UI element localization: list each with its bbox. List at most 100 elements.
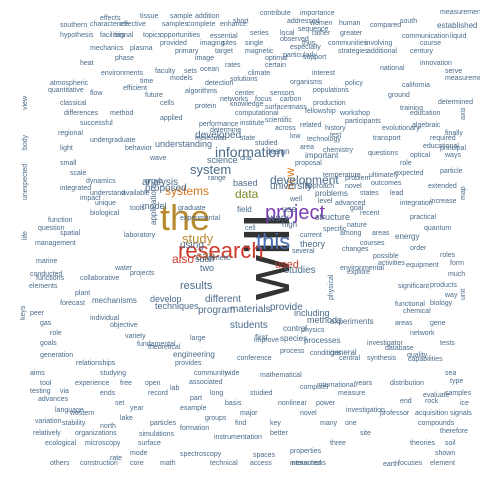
word-others: others (50, 460, 70, 467)
word-sample: sample (170, 13, 193, 20)
word-university: university (270, 181, 313, 192)
word-spectroscopy: spectroscopy (180, 451, 222, 458)
word-problems: problems (315, 189, 348, 198)
word-question: question (38, 225, 65, 232)
word-investigation: investigation (346, 407, 385, 414)
word-understanding: understanding (155, 139, 213, 149)
word-ground: ground (388, 92, 410, 99)
word-goal: goal (350, 205, 364, 212)
word-spatial: spatial (60, 230, 81, 237)
word-laboratory: laboratory (124, 232, 156, 239)
word-construction: construction (80, 460, 118, 467)
word-example: example (180, 405, 207, 412)
word-techniques: techniques (155, 301, 199, 311)
word-develop: develop (150, 294, 182, 304)
word-two: two (200, 263, 215, 273)
word-including: including (294, 308, 330, 318)
word-find: find (235, 420, 247, 427)
word-investigator: investigator (367, 340, 403, 347)
word-open: open (145, 380, 161, 387)
word-fellowship: fellowship (305, 108, 336, 115)
word-problem: problem (345, 175, 371, 182)
word-unexpected: unexpected (22, 163, 29, 200)
word-women: women (310, 20, 333, 27)
word-core: core (130, 460, 144, 467)
word-evolutionary: evolutionary (382, 125, 420, 132)
word-years2: year (130, 405, 144, 412)
word-test: test (330, 132, 342, 139)
word-end: end (400, 398, 412, 405)
word-atmospheric: atmospheric (50, 80, 89, 87)
word-advances: advances (38, 396, 68, 403)
word-understand: understand (90, 190, 126, 197)
word-advanced: advanced (335, 200, 366, 207)
word-system: system (190, 162, 232, 177)
word-management: management (35, 240, 76, 247)
word-explore: explore (347, 269, 370, 276)
word-surface: surface (138, 440, 161, 447)
word-mechanics: mechanics (90, 45, 124, 52)
word-unique: unique (95, 200, 117, 207)
word-populations: populations (313, 87, 349, 94)
word-networks: networks (220, 96, 249, 103)
word-nature: nature (347, 222, 367, 229)
word-species: species (280, 334, 308, 343)
word-single: single (245, 40, 264, 47)
word-ultimately: ultimately (369, 172, 399, 179)
word-optical: optical (410, 152, 431, 159)
word-students: students (230, 320, 268, 331)
word-central: central (339, 355, 361, 362)
word-scale: scale (70, 170, 87, 177)
word-molecular: molecular (195, 135, 226, 142)
word-site: site (360, 430, 371, 437)
word-serve: serve (445, 68, 463, 75)
word-plant: plant (75, 290, 91, 297)
word-state: state (240, 135, 256, 142)
word-quantitative: quantitative (48, 87, 84, 94)
word-instrumentation: instrumentation (214, 434, 262, 441)
word-expected: expected (395, 170, 424, 177)
word-particles: particles (150, 420, 177, 427)
word-national: national (380, 65, 405, 72)
word-well: well (290, 196, 303, 203)
word-novel: novel (345, 183, 362, 190)
word-also: also (172, 252, 195, 266)
word-efficient: efficient (123, 85, 147, 92)
word-engineering: engineering (173, 350, 215, 359)
word-tool: tool (40, 380, 52, 387)
word-based: based (233, 178, 258, 188)
word-tissue: tissue (140, 13, 159, 20)
word-body: body (22, 134, 29, 150)
word-chemistry: chemistry (323, 147, 353, 154)
word-lab: lab (170, 385, 180, 392)
word-lead: lead (390, 190, 404, 197)
word-measurements: measurements (445, 75, 480, 82)
word-tools: tools (130, 205, 145, 212)
word-applications: applications (149, 182, 158, 225)
word-required: required (430, 135, 456, 142)
word-synthesis: synthesis (367, 355, 397, 362)
word-development: development (270, 173, 339, 187)
word-facilities: facilities (100, 32, 125, 39)
word-transport: transport (373, 135, 401, 142)
word-unit: unit (460, 288, 467, 300)
word-role2: roles (440, 252, 456, 259)
word-area: areas (395, 320, 413, 327)
word-years: years (355, 380, 373, 387)
word-optimal: optimal (265, 55, 288, 62)
word-dna: dna (240, 155, 252, 162)
word-first: first (255, 333, 268, 342)
word-map: map (460, 186, 467, 200)
word-particle: particle (440, 168, 463, 175)
word-control: control (283, 324, 308, 333)
word-math: math (160, 460, 176, 467)
word-among: among (340, 230, 362, 237)
word-proposal: proposal (295, 160, 322, 167)
word-classical: classical (60, 100, 87, 107)
word-form2: formation (180, 425, 210, 432)
word-participants: participants (345, 118, 381, 125)
word-topics: topics (143, 32, 162, 39)
word-flow: flow (90, 90, 103, 97)
word-data2: database (385, 345, 414, 352)
word-areas2: area (300, 144, 315, 151)
